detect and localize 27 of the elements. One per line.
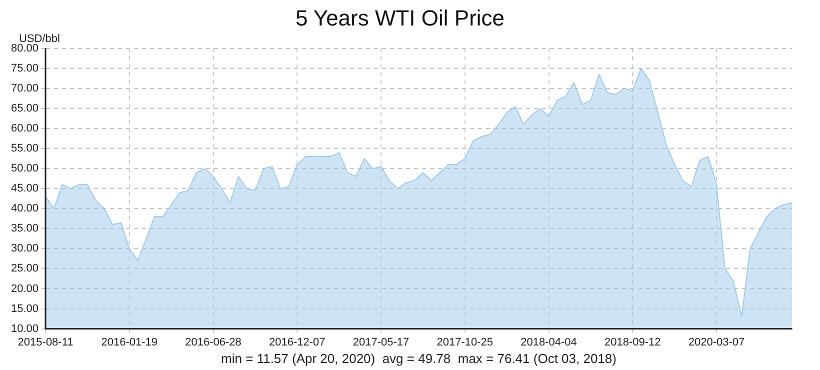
y-tick-label: 55.00 [10, 142, 39, 155]
y-tick-label: 40.00 [10, 202, 39, 215]
y-tick-label: 20.00 [10, 282, 39, 295]
x-tick-label: 2018-04-04 [520, 336, 577, 348]
y-tick-label: 10.00 [10, 322, 39, 335]
y-axis-title: USD/bbl [19, 32, 60, 45]
y-tick-label: 15.00 [10, 302, 39, 315]
y-tick-label: 50.00 [10, 162, 39, 175]
y-tick-label: 80.00 [10, 42, 39, 54]
chart-title: 5 Years WTI Oil Price [295, 5, 505, 30]
y-tick-label: 65.00 [10, 102, 39, 115]
y-tick-label: 35.00 [10, 222, 39, 235]
x-tick-label: 2018-09-12 [604, 336, 661, 348]
y-tick-label: 30.00 [10, 242, 39, 255]
y-tick-label: 75.00 [10, 62, 39, 74]
x-tick-label: 2016-06-28 [185, 336, 242, 348]
y-tick-label: 25.00 [10, 262, 39, 275]
x-tick-label: 2017-10-25 [436, 336, 494, 348]
x-tick-label: 2016-01-19 [101, 336, 158, 348]
text: min = 11.57 (Apr 20, 2020) avg = 49.78 max = 76.41 (Oct 03, 2018) [221, 351, 616, 366]
y-tick-label: 70.00 [10, 82, 39, 94]
x-tick-label: 2020-03-07 [688, 336, 745, 348]
y-tick-label: 45.00 [10, 182, 39, 195]
y-tick-label: 60.00 [10, 122, 39, 135]
x-tick-label: 2015-08-11 [18, 336, 74, 348]
x-tick-label: 2016-12-07 [269, 336, 326, 348]
x-tick-label: 2017-05-17 [352, 336, 410, 348]
